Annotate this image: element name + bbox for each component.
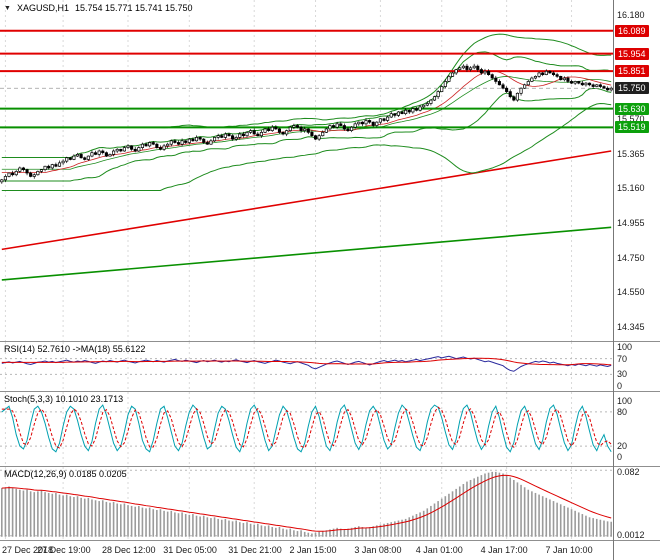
macd-axis: 0.082 0.0012 xyxy=(615,467,660,540)
rsi-panel: RSI(14) 52.7610 ->MA(18) 55.6122 100 70 30… xyxy=(0,341,660,391)
time-axis-label: 4 Jan 01:00 xyxy=(415,545,463,555)
time-axis: 27 Dec 2018 27 Dec 19:00 28 Dec 12:00 31 De… xyxy=(0,540,660,560)
main-chart-plot[interactable] xyxy=(0,0,613,341)
stochastic-plot[interactable] xyxy=(0,392,613,466)
price-tick: 14.345 xyxy=(617,321,645,332)
rsi-axis: 100 70 30 0 xyxy=(615,342,660,391)
ohlc-quote: 15.754 15.771 15.741 15.750 xyxy=(74,3,193,13)
stoch-tick: 20 xyxy=(617,441,628,452)
time-axis-label: 4 Jan 17:00 xyxy=(480,545,528,555)
price-badge: 15.954 xyxy=(615,47,649,60)
price-badge: 15.630 xyxy=(615,102,649,115)
stoch-tick: 80 xyxy=(617,406,628,417)
price-tick: 14.750 xyxy=(617,252,645,263)
time-axis-label: 7 Jan 10:00 xyxy=(545,545,593,555)
time-axis-label: 3 Jan 08:00 xyxy=(354,545,402,555)
macd-tick: 0.0012 xyxy=(617,530,645,540)
time-axis-label: 31 Dec 21:00 xyxy=(228,545,282,555)
rsi-tick: 70 xyxy=(617,353,628,364)
price-tick: 15.570 xyxy=(617,113,645,124)
rsi-plot[interactable] xyxy=(0,342,613,391)
time-axis-label: 2 Jan 15:00 xyxy=(289,545,337,555)
time-axis-label: 27 Dec 2018 xyxy=(2,545,54,555)
stoch-tick: 0 xyxy=(617,452,623,463)
macd-plot[interactable] xyxy=(0,467,613,540)
price-tick: 14.550 xyxy=(617,286,645,297)
main-chart-panel: ▼ XAGUSD,H1 15.754 15.771 15.741 15.750 … xyxy=(0,0,660,341)
rsi-tick: 0 xyxy=(617,381,623,391)
price-tick: 14.955 xyxy=(617,218,645,229)
stoch-tick: 100 xyxy=(617,395,633,406)
price-badge: 15.851 xyxy=(615,65,649,78)
stochastic-panel: Stoch(5,3,3) 10.1010 23.1713 100 80 20 0 xyxy=(0,391,660,466)
time-axis-label: 27 Dec 19:00 xyxy=(37,545,91,555)
price-badge: 16.089 xyxy=(615,24,649,37)
stochastic-label: Stoch(5,3,3) 10.1010 23.1713 xyxy=(4,394,124,404)
rsi-label: RSI(14) 52.7610 ->MA(18) 55.6122 xyxy=(4,344,146,354)
time-axis-label: 31 Dec 05:00 xyxy=(163,545,217,555)
dropdown-arrow-icon[interactable]: ▼ xyxy=(4,4,11,12)
price-tick: 15.365 xyxy=(617,148,645,159)
time-axis-label: 28 Dec 12:00 xyxy=(102,545,156,555)
macd-label: MACD(12,26,9) 0.0185 0.0205 xyxy=(4,469,127,479)
stochastic-axis: 100 80 20 0 xyxy=(615,392,660,466)
price-axis: 16.180 15.570 15.365 15.160 14.955 14.750 14.5… xyxy=(615,0,660,341)
rsi-tick: 30 xyxy=(617,369,628,380)
price-badge: 15.519 xyxy=(615,121,649,134)
chart-title: ▼ XAGUSD,H1 15.754 15.771 15.741 15.750 xyxy=(4,3,193,13)
axis-separator xyxy=(613,0,614,560)
macd-panel: MACD(12,26,9) 0.0185 0.0205 0.082 0.0012 xyxy=(0,466,660,540)
rsi-tick: 100 xyxy=(617,342,633,352)
price-tick: 15.160 xyxy=(617,183,645,194)
price-tick: 16.180 xyxy=(617,10,645,21)
symbol-timeframe-label: XAGUSD,H1 xyxy=(16,3,69,13)
price-badge: 15.750 xyxy=(615,82,649,95)
macd-tick: 0.082 xyxy=(617,467,640,477)
